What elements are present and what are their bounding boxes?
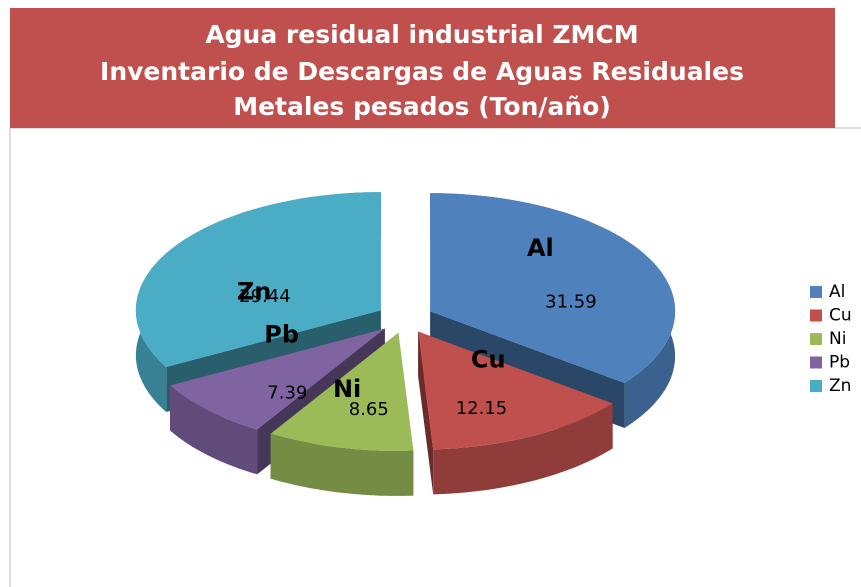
chart-title: Agua residual industrial ZMCM <box>205 20 638 49</box>
legend-swatch <box>810 380 822 392</box>
value-label: 31.59 <box>545 291 597 312</box>
slice-side <box>270 433 414 496</box>
legend-swatch <box>810 356 822 369</box>
chart-title: Metales pesados (Ton/año) <box>233 92 611 121</box>
slice-side <box>433 403 613 495</box>
category-label: Pb <box>264 320 299 348</box>
category-label: Al <box>527 234 554 262</box>
legend-label: Zn <box>829 376 851 396</box>
category-label: Zn <box>237 277 272 305</box>
slice-side <box>170 385 258 475</box>
slice <box>135 192 381 367</box>
slice-side <box>418 331 434 495</box>
value-label: 29.44 <box>239 286 291 307</box>
title-band <box>10 8 835 128</box>
legend-swatch <box>810 309 822 322</box>
legend-label: Cu <box>829 306 852 326</box>
category-label: Cu <box>471 346 506 374</box>
value-label: 12.15 <box>456 398 508 419</box>
chart-title: Inventario de Descargas de Aguas Residua… <box>100 57 744 86</box>
legend-swatch <box>810 286 822 298</box>
value-label: 8.65 <box>349 399 389 420</box>
legend-label: Al <box>829 282 845 302</box>
legend-label: Pb <box>829 353 850 373</box>
value-label: 7.39 <box>267 382 307 403</box>
legend-swatch <box>810 333 822 345</box>
category-label: Ni <box>333 375 361 403</box>
slice <box>418 331 613 450</box>
slice <box>430 193 676 383</box>
slice <box>270 332 414 451</box>
legend-label: Ni <box>829 329 846 349</box>
slice <box>170 328 385 430</box>
